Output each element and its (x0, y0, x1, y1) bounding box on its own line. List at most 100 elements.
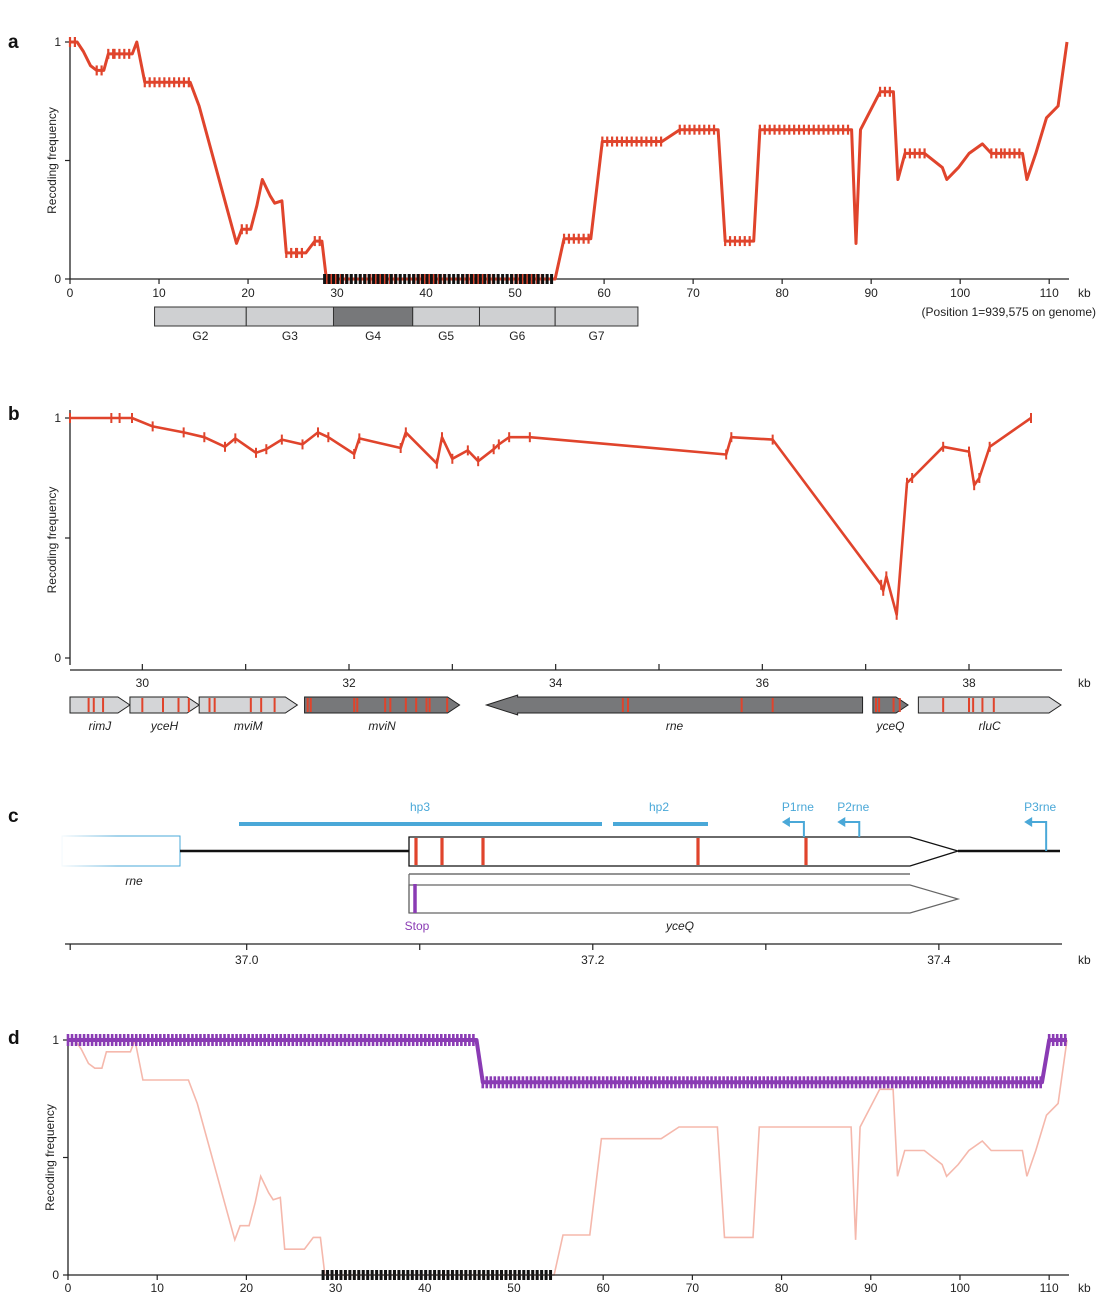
x-tick-label: 40 (419, 286, 433, 300)
x-tick-label: 90 (864, 1281, 878, 1294)
zero-marker (425, 274, 429, 284)
x-tick-label: 0 (67, 286, 74, 300)
panel-d: 0 1 Recoding frequency 0 10 20 30 40 50 60 70 80 90 1… (43, 1033, 1091, 1294)
x-tick-label: 60 (597, 286, 611, 300)
gene-arrow-mviM (198, 696, 299, 714)
x-unit-label: kb (1078, 676, 1091, 690)
x-tick-label: 110 (1040, 286, 1059, 300)
stop-label: Stop (405, 919, 430, 933)
zero-marker (532, 274, 536, 284)
x-tick-label: 110 (1040, 1281, 1059, 1294)
zero-marker (447, 274, 451, 284)
gene-group-label: G3 (282, 329, 298, 343)
rne-fade (58, 834, 118, 868)
zero-marker (407, 274, 411, 284)
series-line (70, 40, 1069, 281)
gene-label: yceQ (875, 719, 904, 733)
y-axis-label: Recoding frequency (43, 1104, 57, 1211)
x-tick-label: 10 (152, 286, 166, 300)
y-tick-label: 1 (52, 1033, 59, 1047)
gene-arrow-rne (484, 694, 864, 716)
zero-marker (421, 274, 425, 284)
zero-marker (331, 274, 335, 284)
zero-marker (416, 274, 420, 284)
y-tick-label: 0 (52, 1268, 59, 1282)
y-tick-label: 1 (54, 411, 61, 425)
promoter-label: P2rne (837, 800, 869, 814)
promoter-arrow (843, 821, 861, 837)
zero-marker (536, 274, 540, 284)
zero-marker (518, 274, 522, 284)
zero-marker (336, 274, 340, 284)
x-tick-label: 40 (418, 1281, 432, 1294)
x-tick-label: 37.2 (581, 953, 605, 967)
promoter-arrow (1030, 821, 1048, 851)
x-tick-label: 90 (864, 286, 878, 300)
zero-marker (345, 274, 349, 284)
x-tick-label: 0 (65, 1281, 72, 1294)
zero-marker (438, 274, 442, 284)
zero-marker (389, 274, 393, 284)
promoter-arrow (787, 821, 805, 837)
zero-marker (403, 274, 407, 284)
yceQ-recoded-arrow (408, 836, 961, 867)
gene-group-label: G4 (365, 329, 381, 343)
zero-marker (469, 274, 473, 284)
zero-marker (385, 274, 389, 284)
zero-marker (461, 274, 465, 284)
zero-marker (545, 274, 549, 284)
yceQ-original-arrow (408, 884, 961, 914)
x-unit-label: kb (1078, 286, 1091, 300)
reference-line-faded (68, 1037, 1068, 1276)
zero-marker (372, 274, 376, 284)
zero-marker (474, 274, 478, 284)
gene-label: rluC (979, 719, 1001, 733)
x-tick-label: 70 (686, 1281, 700, 1294)
x-tick-label: 34 (549, 676, 563, 690)
x-tick-label: 10 (151, 1281, 165, 1294)
zero-marker (505, 274, 509, 284)
x-tick-label: 37.0 (235, 953, 259, 967)
zero-marker (376, 274, 380, 284)
zero-marker (527, 274, 531, 284)
zero-marker (363, 274, 367, 284)
gene-label: rimJ (89, 719, 113, 733)
gene-arrow-mviN (304, 696, 461, 714)
promoter-label: P1rne (782, 800, 814, 814)
gene-group-G2 (154, 306, 247, 327)
x-tick-label: 50 (508, 286, 522, 300)
zero-marker (456, 274, 460, 284)
x-tick-label: 60 (596, 1281, 610, 1294)
zero-marker (327, 274, 331, 284)
gene-label: rne (666, 719, 684, 733)
zero-marker (541, 274, 545, 284)
x-tick-label: 20 (240, 1281, 254, 1294)
zero-marker (483, 274, 487, 284)
y-tick-label: 0 (54, 651, 61, 665)
panel-letter-a: a (8, 32, 19, 53)
gene-label: yceH (150, 719, 179, 733)
y-tick-label: 0 (54, 272, 61, 286)
zero-marker (478, 274, 482, 284)
x-tick-label: 32 (342, 676, 356, 690)
zero-marker (465, 274, 469, 284)
zero-marker (550, 274, 554, 284)
x-unit-label: kb (1078, 1281, 1091, 1294)
zero-marker (501, 274, 505, 284)
x-tick-label: 36 (756, 676, 770, 690)
x-tick-label: 37.4 (927, 953, 951, 967)
zero-marker (496, 274, 500, 284)
zero-marker (398, 274, 402, 284)
gene-group-label: G7 (589, 329, 605, 343)
gene-group-label: G5 (438, 329, 454, 343)
panel-a: 0 1 Recoding frequency 0 10 20 30 40 50 60 70 80 90 1… (45, 35, 1096, 343)
x-tick-label: 100 (950, 286, 970, 300)
x-tick-label: 38 (962, 676, 976, 690)
x-tick-label: 80 (775, 286, 789, 300)
zero-marker (492, 274, 496, 284)
zero-marker (380, 274, 384, 284)
panel-letter-d: d (8, 1028, 20, 1049)
promoter-arrowhead (837, 817, 846, 827)
series-line (70, 416, 1032, 617)
zero-marker (434, 274, 438, 284)
